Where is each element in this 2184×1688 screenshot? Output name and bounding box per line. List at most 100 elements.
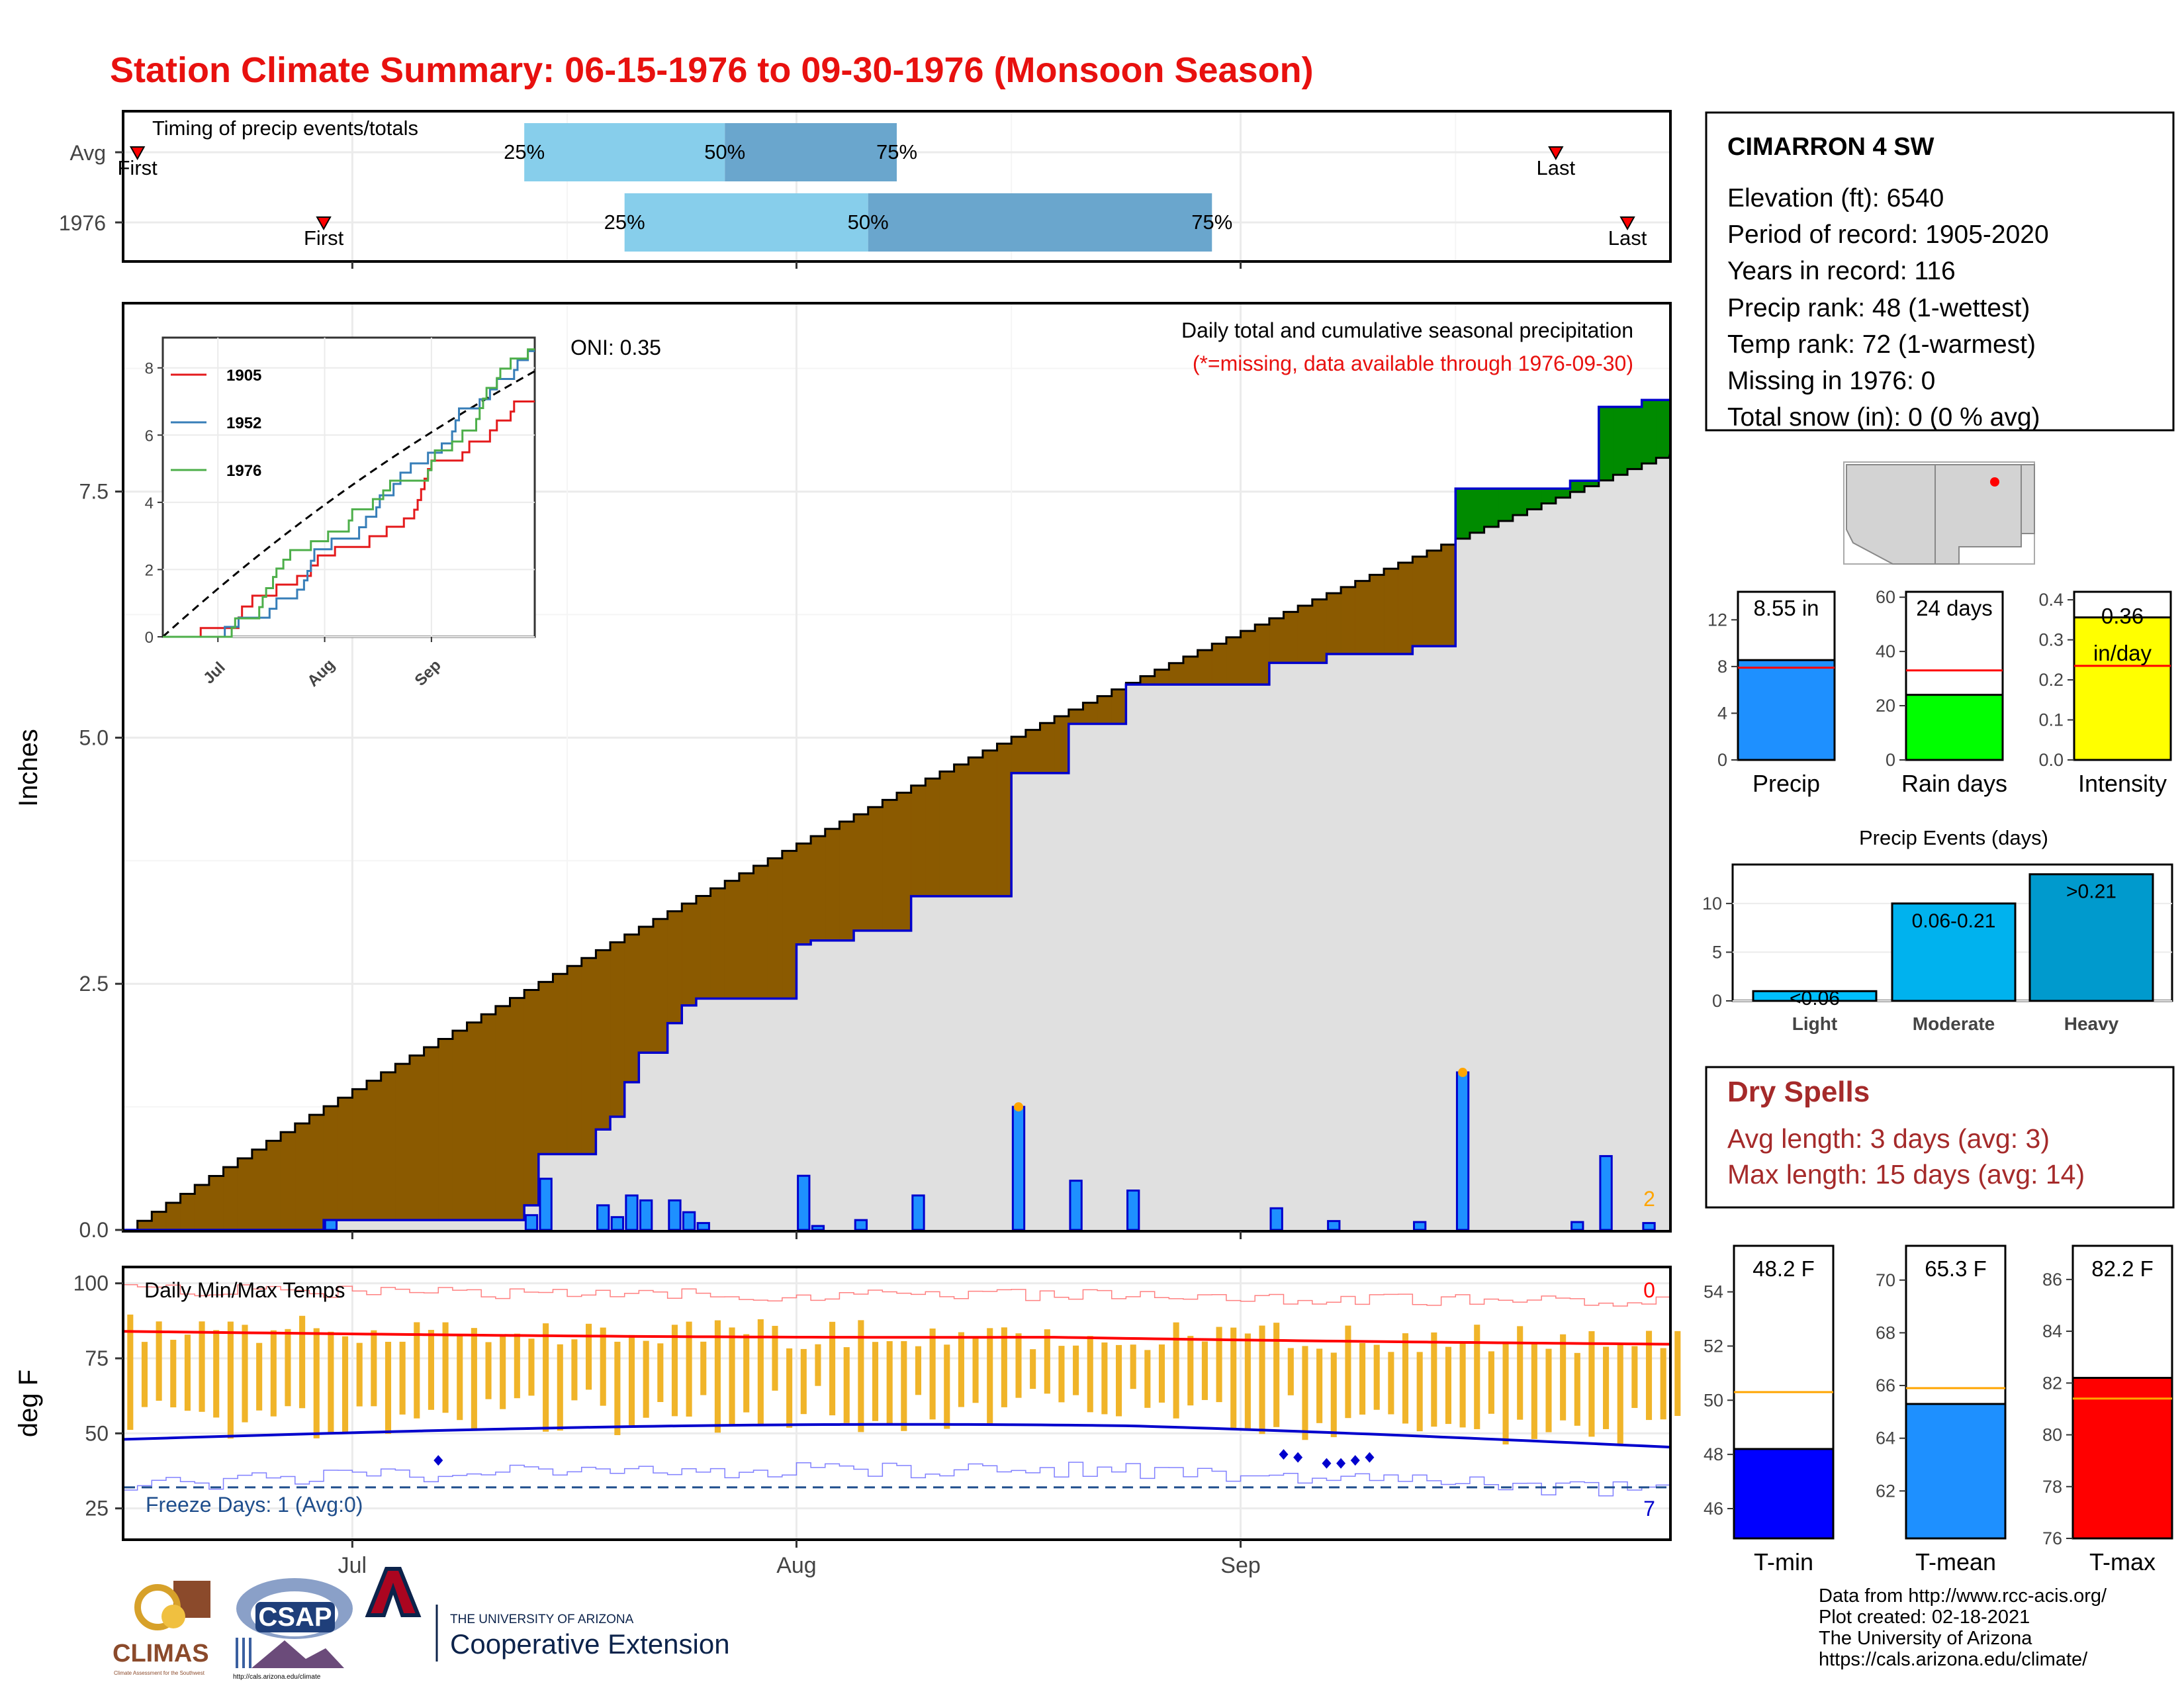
precip-frame <box>122 302 1672 1233</box>
temp-summary-ytick-label: 82 <box>2042 1373 2062 1393</box>
daily-temp-range-bar <box>786 1348 793 1428</box>
events-category-label: Heavy <box>2064 1013 2119 1034</box>
daily-temp-range-bar <box>1330 1352 1337 1438</box>
temp-summary-0-value: 48.2 F <box>1752 1256 1815 1281</box>
temp-summary-2-bar <box>2071 1376 2173 1540</box>
daily-temp-range-bar <box>1560 1334 1567 1421</box>
daily-temp-range-bar <box>843 1347 850 1423</box>
daily-temp-range-bar <box>1631 1346 1638 1408</box>
timing-q25-label: 25% <box>504 140 545 164</box>
summary-ytick-label: 0.2 <box>2038 670 2064 690</box>
credit-plot-created: Plot created: 02-18-2021 <box>1819 1607 2030 1628</box>
summary-ytick-label: 0.4 <box>2038 590 2064 610</box>
daily-precip-bar <box>324 1219 338 1231</box>
extreme-precip-marker <box>1014 1102 1024 1112</box>
inset-ytick-label: 4 <box>145 494 154 512</box>
daily-temp-range-bar <box>543 1323 549 1432</box>
record-low-marker <box>1293 1452 1303 1463</box>
location-map <box>1843 461 2035 565</box>
daily-temp-range-bar <box>1173 1322 1179 1419</box>
precip-panel: Daily total and cumulative seasonal prec… <box>14 302 1672 1242</box>
daily-temp-range-bar <box>1517 1326 1524 1420</box>
ua-logo: THE UNIVERSITY OF ARIZONA Cooperative Ex… <box>365 1567 730 1662</box>
daily-temp-range-bar <box>1531 1344 1537 1439</box>
record-low-marker <box>1322 1458 1332 1469</box>
summary-2-bar <box>2073 616 2172 761</box>
timing-q50-label: 50% <box>848 211 889 234</box>
daily-temp-range-bar <box>1044 1329 1050 1394</box>
daily-temp-range-bar <box>428 1329 434 1410</box>
daily-temp-range-bar <box>643 1340 649 1418</box>
cumulative-1976-line <box>123 399 1670 1231</box>
temp-summary-ytick-label: 86 <box>2042 1270 2062 1289</box>
dry-spells-frame <box>1705 1066 2175 1209</box>
station-period: Period of record: 1905-2020 <box>1727 220 2049 249</box>
summary-1-bar <box>1905 694 2004 761</box>
daily-precip-bar <box>1069 1180 1083 1231</box>
daily-temp-range-bar <box>1230 1327 1237 1429</box>
inset-series-1952 <box>163 350 535 638</box>
timing-q75-label: 75% <box>1191 211 1232 234</box>
daily-precip-bar <box>854 1219 868 1231</box>
daily-precip-bar <box>1570 1221 1584 1231</box>
events-title: Precip Events (days) <box>1859 826 2048 849</box>
daily-temp-range-bar <box>1302 1346 1308 1440</box>
daily-temp-range-bar <box>1402 1333 1409 1424</box>
timing-last-label: Last <box>1537 156 1576 179</box>
events-category-label: Light <box>1792 1013 1837 1034</box>
daily-temp-range-bar <box>600 1327 606 1406</box>
timing-first-label: First <box>118 156 158 179</box>
temp-summary-1-label: T-mean <box>1915 1548 1996 1575</box>
events-bar-moderate <box>1891 902 2017 1002</box>
temp-summary-ytick-label: 48 <box>1704 1444 1723 1464</box>
daily-temp-range-bar <box>1058 1346 1065 1403</box>
record-low-marker <box>1336 1458 1346 1469</box>
timing-first-marker <box>129 146 146 161</box>
summary-0-label: Precip <box>1752 770 1820 797</box>
daily-precip-bar <box>797 1174 811 1231</box>
daily-temp-range-bar <box>1617 1344 1623 1444</box>
cold-days-count: 7 <box>1643 1497 1655 1521</box>
temp-summary-ytick-label: 78 <box>2042 1477 2062 1497</box>
daily-temp-range-bar <box>614 1341 621 1435</box>
timing-q75-label: 75% <box>876 140 917 164</box>
daily-temp-range-bar <box>127 1314 134 1430</box>
temp-summary-ytick-label: 84 <box>2042 1321 2062 1341</box>
events-bar-label: <0.06 <box>1790 988 1840 1009</box>
events-bar-heavy <box>2028 873 2154 1002</box>
x-tick-label: Aug <box>776 1553 817 1578</box>
daily-temp-range-bar <box>1674 1331 1681 1417</box>
daily-precip-bar <box>682 1211 696 1231</box>
ua-small-wordmark: THE UNIVERSITY OF ARIZONA <box>450 1613 634 1626</box>
daily-temp-range-bar <box>141 1342 148 1407</box>
inset-ytick-label: 0 <box>145 629 154 647</box>
daily-temp-range-bar <box>328 1331 334 1434</box>
daily-temp-range-bar <box>385 1342 392 1434</box>
timing-first-marker <box>316 216 332 231</box>
daily-precip-bar <box>1642 1222 1656 1231</box>
daily-temp-range-bar <box>858 1320 864 1432</box>
timing-band-50-75 <box>725 123 897 181</box>
summary-1-label: Rain days <box>1901 770 2007 797</box>
timing-label-1976: 1976 <box>59 211 106 235</box>
precip-note: Daily total and cumulative seasonal prec… <box>1181 318 1633 342</box>
daily-temp-range-bar <box>915 1346 922 1395</box>
daily-temp-range-bar <box>1273 1323 1280 1427</box>
record-low-marker <box>1279 1449 1289 1460</box>
daily-temp-range-bar <box>227 1321 234 1439</box>
temp-summary-ytick-label: 50 <box>1704 1390 1723 1410</box>
daily-precip-bar <box>1269 1207 1283 1231</box>
daily-temp-range-bar <box>1216 1327 1222 1403</box>
daily-temp-range-bar <box>170 1339 177 1408</box>
daily-temp-range-bar <box>1187 1336 1194 1406</box>
timing-q25-label: 25% <box>604 211 645 234</box>
timing-band-25-50 <box>524 123 725 181</box>
station-missing: Missing in 1976: 0 <box>1727 367 1935 395</box>
daily-temp-range-bar <box>514 1333 520 1399</box>
daily-temp-range-bar <box>1645 1331 1653 1421</box>
timing-band-25-50 <box>624 193 868 252</box>
daily-temp-range-bar <box>399 1341 406 1415</box>
record-low-marker <box>1365 1452 1375 1463</box>
dry-spells-title: Dry Spells <box>1727 1076 1870 1108</box>
